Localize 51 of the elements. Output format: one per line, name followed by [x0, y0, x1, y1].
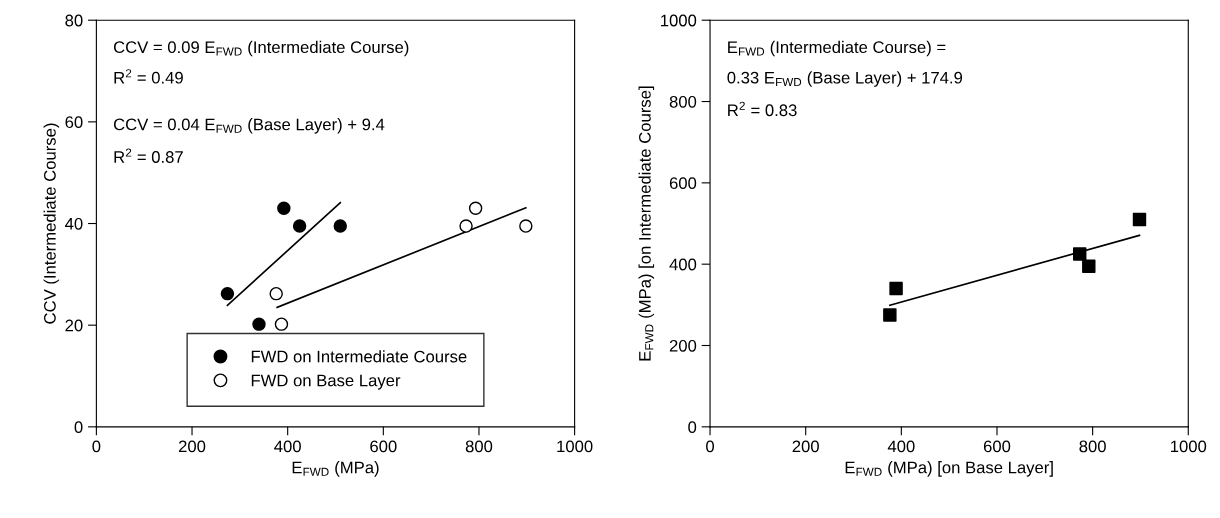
annotation: E$_{FWD}$ (Intermediate Course) = [728, 40, 946, 57]
point [333, 219, 347, 233]
y-tick-label: 20 [65, 319, 83, 332]
x-axis-title: E$_{FWD}$ (MPa) [on Base Layer] [845, 461, 1053, 477]
x-tick-label: 400 [274, 440, 301, 453]
point [220, 286, 235, 301]
y-tick-label: 400 [669, 258, 697, 271]
y-tick-label: 0 [688, 421, 697, 434]
y-axis-title: E$_{FWD}$ (MPa) [on Intermediate Course] [638, 86, 655, 361]
annotation: 0.33 E$_{FWD}$ (Base Layer) + 174.9 [727, 71, 963, 87]
point [1073, 247, 1087, 261]
annotation: R$^{2}$ = 0.83 [728, 101, 797, 117]
y-tick-label: 80 [65, 14, 83, 27]
y-tick-label: 0 [74, 421, 83, 434]
point [252, 317, 266, 331]
annotation: CCV = 0.09 E$_{FWD}$ (Intermediate Course) [113, 40, 409, 57]
annotation: R$^{2}$ = 0.87 [114, 148, 183, 163]
legend-label: FWD on Intermediate Course [251, 350, 467, 363]
y-axis-title: CCV (Intermediate Course) [43, 123, 60, 324]
y-tick-label: 1000 [661, 14, 697, 27]
point [883, 308, 897, 322]
annotation: R$^{2}$ = 0.49 [114, 69, 183, 84]
x-tick-label: 600 [370, 440, 397, 453]
point [519, 219, 533, 233]
x-tick-label: 0 [706, 440, 715, 453]
y-tick-label: 200 [669, 339, 697, 352]
point [1132, 212, 1147, 227]
x-tick-label: 600 [983, 440, 1011, 453]
y-tick-label: 40 [65, 217, 83, 230]
y-tick-label: 800 [669, 95, 697, 108]
point [889, 281, 903, 296]
y-tick-label: 600 [669, 177, 697, 190]
x-tick-label: 200 [178, 440, 206, 453]
x-tick-label: 0 [92, 440, 101, 453]
annotation: CCV = 0.04 E$_{FWD}$ (Base Layer) + 9.4 [113, 118, 385, 134]
x-tick-label: 1000 [1171, 440, 1207, 453]
point [468, 201, 483, 215]
point [459, 219, 473, 233]
x-tick-label: 800 [1079, 440, 1106, 453]
y-tick-label: 60 [65, 116, 83, 129]
point [269, 286, 283, 301]
x-tick-label: 200 [792, 440, 819, 453]
x-tick-label: 400 [887, 440, 915, 453]
point [292, 219, 307, 233]
x-tick-label: 1000 [557, 440, 593, 453]
point [274, 317, 289, 331]
point [277, 201, 291, 215]
x-axis-title: E$_{FWD}$ (MPa) [292, 461, 379, 477]
legend-label: FWD on Base Layer [251, 374, 401, 390]
x-tick-label: 800 [465, 440, 493, 453]
point [1082, 259, 1096, 273]
